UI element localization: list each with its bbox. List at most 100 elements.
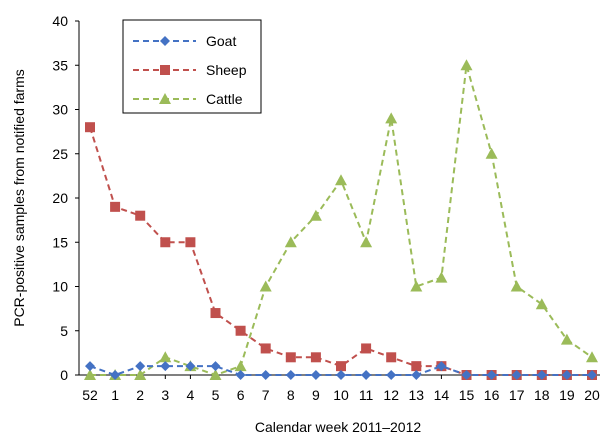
x-tick-label: 8 <box>287 387 295 403</box>
legend-marker-goat <box>160 36 170 46</box>
y-tick-label: 40 <box>52 13 68 29</box>
data-point-goat <box>511 370 522 380</box>
data-point-cattle <box>134 369 147 380</box>
data-point-sheep <box>110 201 121 212</box>
data-point-goat <box>185 361 196 372</box>
data-point-cattle <box>234 360 247 372</box>
data-point-sheep <box>185 237 196 248</box>
data-point-cattle <box>159 351 172 363</box>
data-point-sheep <box>336 361 346 372</box>
data-point-goat <box>260 370 271 380</box>
data-point-cattle <box>209 369 222 380</box>
data-point-sheep <box>235 325 246 336</box>
series-line-sheep <box>89 126 592 376</box>
data-point-goat <box>486 370 497 380</box>
data-point-goat <box>536 370 547 380</box>
legend-marker-sheep <box>160 65 170 75</box>
x-tick-label: 15 <box>459 387 475 403</box>
data-point-cattle <box>485 147 498 159</box>
data-point-cattle <box>510 280 523 292</box>
x-tick-label: 4 <box>187 387 195 403</box>
data-point-cattle <box>410 280 423 292</box>
legend: Goat Sheep Cattle <box>122 19 262 114</box>
data-point-cattle <box>535 298 548 310</box>
x-tick-label: 16 <box>484 387 500 403</box>
y-ticks: 0 5 10 15 20 25 30 35 40 <box>52 13 79 383</box>
data-point-goat <box>336 370 346 380</box>
data-point-goat <box>587 370 597 380</box>
data-point-cattle <box>309 209 322 221</box>
legend-label-sheep: Sheep <box>206 62 247 78</box>
legend-label-cattle: Cattle <box>206 91 243 107</box>
data-point-sheep <box>386 352 397 363</box>
data-point-sheep <box>361 343 372 354</box>
data-point-cattle <box>586 351 598 363</box>
x-tick-label: 18 <box>534 387 550 403</box>
data-point-cattle <box>385 112 398 124</box>
data-point-goat <box>135 361 146 372</box>
data-point-sheep <box>285 352 296 363</box>
x-tick-label: 14 <box>434 387 450 403</box>
data-point-cattle <box>435 271 448 283</box>
data-point-goat <box>461 370 472 380</box>
data-point-goat <box>85 361 95 372</box>
data-point-goat <box>310 370 321 380</box>
data-point-goat <box>386 370 397 380</box>
x-tick-label: 13 <box>409 387 425 403</box>
data-point-sheep <box>160 237 171 248</box>
data-point-sheep <box>260 343 271 354</box>
y-axis-title: PCR-positive samples from notified farms <box>11 69 27 327</box>
x-tick-label: 2 <box>136 387 144 403</box>
series-layer <box>84 59 598 380</box>
x-tick-label: 11 <box>359 387 374 403</box>
data-point-goat <box>235 370 246 380</box>
y-tick-label: 15 <box>52 234 68 250</box>
data-point-sheep <box>210 308 221 319</box>
x-tick-label: 3 <box>161 387 169 403</box>
data-point-goat <box>110 370 121 380</box>
data-point-cattle <box>84 369 96 380</box>
data-point-cattle <box>360 236 373 248</box>
x-tick-label: 52 <box>82 387 98 403</box>
legend-box <box>122 19 262 114</box>
x-axis-title: Calendar week 2011–2012 <box>255 419 422 435</box>
legend-marker-cattle <box>159 93 171 104</box>
data-point-cattle <box>259 280 272 292</box>
data-point-cattle <box>560 333 573 345</box>
series-cattle <box>84 59 598 380</box>
data-point-goat <box>436 361 447 372</box>
data-point-sheep <box>310 352 321 363</box>
data-point-goat <box>361 370 372 380</box>
series-goat <box>85 361 597 380</box>
data-point-sheep <box>411 361 422 372</box>
x-tick-label: 6 <box>237 387 245 403</box>
x-tick-label: 17 <box>509 387 525 403</box>
x-tick-label: 7 <box>262 387 270 403</box>
x-tick-label: 19 <box>559 387 575 403</box>
x-tick-label: 20 <box>584 387 600 403</box>
y-tick-label: 20 <box>52 190 68 206</box>
x-tick-label: 10 <box>333 387 349 403</box>
data-point-cattle <box>460 59 473 71</box>
data-point-cattle <box>335 174 347 186</box>
data-point-goat <box>411 370 422 380</box>
data-point-goat <box>561 370 572 380</box>
data-point-sheep <box>135 210 146 221</box>
y-tick-label: 30 <box>52 102 68 118</box>
y-tick-label: 5 <box>60 323 68 339</box>
legend-label-goat: Goat <box>206 33 236 49</box>
y-tick-label: 10 <box>52 279 68 295</box>
data-point-sheep <box>85 122 95 133</box>
data-point-cattle <box>284 236 297 248</box>
x-ticks: 52 1 2 3 4 5 6 7 8 9 10 11 12 13 14 15 16 17 18 19 20 <box>82 375 600 403</box>
y-tick-label: 0 <box>60 367 68 383</box>
series-sheep <box>85 122 597 380</box>
x-tick-label: 9 <box>312 387 320 403</box>
y-tick-label: 35 <box>52 57 68 73</box>
data-point-goat <box>160 361 171 372</box>
x-tick-label: 5 <box>212 387 220 403</box>
x-tick-label: 12 <box>383 387 399 403</box>
x-tick-label: 1 <box>111 387 119 403</box>
data-point-goat <box>285 370 296 380</box>
